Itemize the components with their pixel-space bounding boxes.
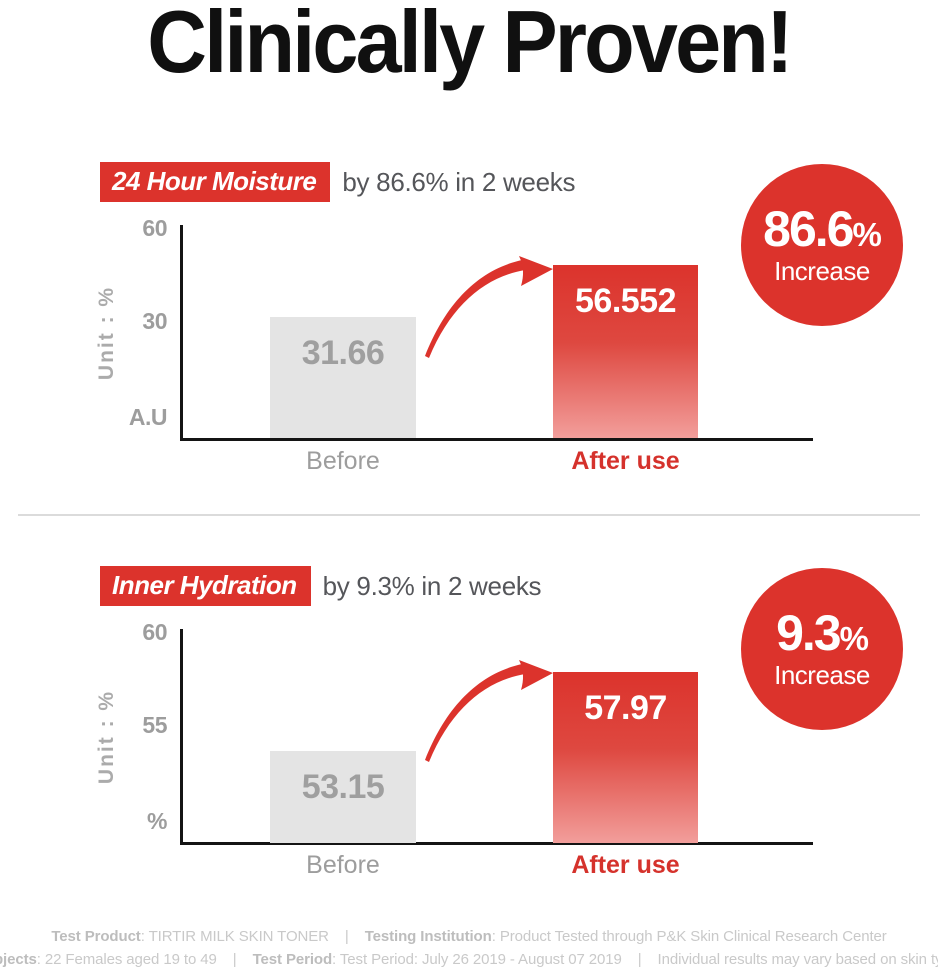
y-tick-60: 60 [142,215,167,241]
increase-value: 86.6 [763,200,854,257]
moisture-chart-header: 24 Hour Moisture by 86.6% in 2 weeks [100,162,575,202]
increase-badge: 9.3% Increase [741,568,903,730]
before-bar: 53.15 [270,751,416,843]
percent-sign: % [839,619,869,657]
plot-axes [180,225,813,441]
testing-institution-label: Testing Institution [364,928,492,945]
footer-separator: | [637,951,642,968]
subjects-label: Subjects [0,951,37,968]
moisture-subtitle: by 86.6% in 2 weeks [342,166,576,197]
footer-subjects-line: Subjects: 22 Females aged 19 to 49 | Test … [0,951,938,968]
x-label-before: Before [306,447,380,475]
footer-separator: | [344,928,349,945]
x-label-after: After use [571,447,680,475]
y-tick-60: 60 [142,619,167,645]
moisture-title-badge: 24 Hour Moisture [100,162,331,202]
y-tick-55: 55 [142,712,167,738]
y-tick-au: A.U [128,404,168,430]
hydration-chart: Inner Hydration by 9.3% in 2 weeks Unit … [0,564,938,894]
after-bar: 57.97 [553,672,698,843]
growth-arrow-icon [425,256,553,358]
after-bar: 56.552 [553,265,698,438]
disclaimer-text: Individual results may vary based on ski… [657,951,938,968]
before-bar: 31.66 [270,317,416,438]
increase-percent: 86.6% [763,200,882,257]
y-tick-pct: % [147,808,167,834]
after-bar-value: 56.552 [575,282,677,320]
test-period-value: : Test Period: July 26 2019 - August 07 … [332,951,622,968]
hydration-subtitle: by 9.3% in 2 weeks [322,570,542,601]
percent-sign: % [852,215,881,253]
page-title: Clinically Proven! [147,0,793,91]
increase-percent: 9.3% [776,604,869,661]
test-period-label: Test Period [252,951,333,968]
y-tick-30: 30 [142,308,167,334]
moisture-chart: 24 Hour Moisture by 86.6% in 2 weeks Uni… [0,160,938,490]
testing-institution-value: : Product Tested through P&K Skin Clinic… [491,928,887,945]
plot-axes [180,629,813,845]
test-product-label: Test Product [51,928,141,945]
x-label-before: Before [306,851,380,879]
x-label-after: After use [571,851,680,879]
section-divider [18,514,920,516]
footer-separator: | [232,951,237,968]
increase-label: Increase [774,659,870,690]
before-bar-value: 53.15 [301,768,385,806]
hydration-chart-header: Inner Hydration by 9.3% in 2 weeks [100,566,542,606]
test-product-value: : TIRTIR MILK SKIN TONER [140,928,329,945]
increase-badge: 86.6% Increase [741,164,903,326]
footer-test-info-line: Test Product: TIRTIR MILK SKIN TONER | Tes… [51,928,886,945]
before-bar-value: 31.66 [301,334,385,372]
after-bar-value: 57.97 [584,689,667,727]
increase-value: 9.3 [776,604,842,661]
growth-arrow-icon [425,660,553,762]
subjects-value: : 22 Females aged 19 to 49 [36,951,217,968]
hydration-title-badge: Inner Hydration [100,566,311,606]
increase-label: Increase [774,255,870,286]
